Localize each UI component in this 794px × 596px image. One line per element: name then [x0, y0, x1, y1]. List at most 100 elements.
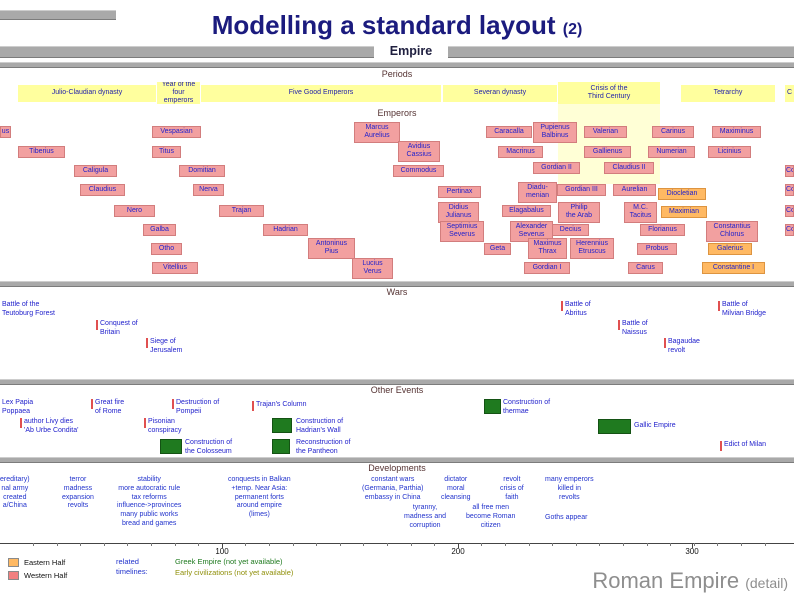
- emperor-box[interactable]: Co: [785, 165, 794, 178]
- emperor-box[interactable]: Otho: [151, 243, 182, 256]
- emperor-box[interactable]: Lucius Verus: [352, 258, 393, 279]
- time-axis: [0, 543, 794, 544]
- emperor-box[interactable]: Macrinus: [498, 146, 543, 159]
- emperor-box[interactable]: Aurelian: [613, 184, 656, 197]
- emperor-box[interactable]: Carus: [628, 262, 663, 275]
- emperor-box[interactable]: Herennius Etruscus: [570, 238, 614, 259]
- emperor-box[interactable]: Diadu-menian: [518, 182, 557, 203]
- event-item[interactable]: Destruction of Pompeii: [172, 398, 219, 416]
- emperor-box[interactable]: Gallienus: [584, 146, 631, 159]
- emperor-box[interactable]: Constantine I: [702, 262, 765, 275]
- emperor-box[interactable]: Antoninus Pius: [308, 238, 355, 259]
- period-box[interactable]: Crisis of the Third Century: [558, 82, 660, 104]
- emperor-box[interactable]: Probus: [637, 243, 677, 256]
- emperor-box[interactable]: Vespasian: [152, 126, 201, 139]
- event-item[interactable]: Gallic Empire: [634, 422, 676, 429]
- emperor-box[interactable]: Gordian III: [557, 184, 606, 197]
- emperor-box[interactable]: Nerva: [193, 184, 224, 197]
- watermark-suffix: (detail): [745, 575, 788, 591]
- emperor-box[interactable]: Geta: [484, 243, 511, 256]
- emperor-box[interactable]: Domitian: [179, 165, 225, 178]
- event-item[interactable]: Construction of thermae: [503, 399, 551, 416]
- war-item[interactable]: Siege of Jerusalem: [146, 337, 182, 355]
- emperor-box[interactable]: Tiberius: [18, 146, 65, 159]
- watermark-text: Roman Empire: [592, 568, 740, 593]
- emperor-box[interactable]: Claudius: [80, 184, 125, 197]
- emperor-box[interactable]: Diocletian: [658, 188, 706, 201]
- emperor-box[interactable]: Claudius II: [604, 162, 654, 175]
- early-civilizations-link[interactable]: Early civilizations (not yet available): [175, 568, 294, 577]
- war-item[interactable]: Battle of Naissus: [618, 319, 648, 337]
- emperor-box[interactable]: Maximus Thrax: [528, 238, 567, 259]
- event-item[interactable]: Construction of the Colosseum: [185, 439, 233, 456]
- war-item[interactable]: Conquest of Britain: [96, 319, 138, 337]
- emperor-box[interactable]: Valerian: [584, 126, 627, 139]
- war-onset-tick-icon: [96, 320, 98, 330]
- emperor-box[interactable]: Elagabalus: [502, 205, 551, 218]
- event-item[interactable]: Construction of Hadrian's Wall: [296, 418, 344, 435]
- emperor-box[interactable]: Caligula: [74, 165, 117, 178]
- emperor-box[interactable]: Vitellius: [152, 262, 198, 275]
- event-item[interactable]: author Livy dies 'Ab Urbe Condita': [20, 417, 78, 435]
- emperor-box[interactable]: Nero: [114, 205, 155, 218]
- period-box[interactable]: Tetrarchy: [681, 85, 775, 102]
- axis-minor-tick: [293, 543, 294, 546]
- axis-minor-tick: [33, 543, 34, 546]
- emperor-box[interactable]: Titus: [152, 146, 181, 159]
- emperor-box[interactable]: Numerian: [648, 146, 695, 159]
- emperor-box[interactable]: Decius: [552, 224, 589, 237]
- war-item[interactable]: Battle of Abritus: [561, 300, 591, 318]
- event-item[interactable]: Reconstruction of the Pantheon: [296, 439, 351, 456]
- emperor-box[interactable]: Gordian I: [524, 262, 570, 275]
- period-box[interactable]: Julio-Claudian dynasty: [18, 85, 156, 102]
- emperor-box[interactable]: M.C. Tacitus: [624, 202, 657, 223]
- emperor-box[interactable]: Pupienus Balbinus: [533, 122, 577, 143]
- development-note: revolt crisis of faith: [500, 476, 524, 501]
- war-item[interactable]: Bagaudae revolt: [664, 337, 700, 355]
- period-box[interactable]: Severan dynasty: [443, 85, 557, 102]
- emperor-box[interactable]: Avidius Cassius: [398, 141, 440, 162]
- period-box[interactable]: Year of the four emperors: [157, 82, 200, 104]
- war-item[interactable]: Battle of the Teutoburg Forest: [2, 301, 55, 318]
- emperor-box[interactable]: Galerius: [708, 243, 752, 256]
- emperor-box[interactable]: Constantius Chlorus: [706, 221, 758, 242]
- emperor-box[interactable]: Trajan: [219, 205, 264, 218]
- emperor-box[interactable]: Carinus: [652, 126, 694, 139]
- emperor-box[interactable]: Marcus Aurelius: [354, 122, 400, 143]
- emperor-box[interactable]: Philip the Arab: [558, 202, 600, 223]
- emperor-box[interactable]: Maximian: [661, 206, 707, 219]
- construction-duration-bar[interactable]: [484, 399, 501, 414]
- emperor-box[interactable]: Pertinax: [438, 186, 481, 199]
- emperor-box[interactable]: Co: [785, 184, 794, 197]
- emperor-box[interactable]: Septimius Severus: [440, 221, 484, 242]
- period-box[interactable]: Five Good Emperors: [201, 85, 441, 102]
- event-item[interactable]: Great fire of Rome: [91, 398, 124, 416]
- development-note: conquests in Balkan +temp. Near Asia: perm…: [228, 476, 291, 518]
- emperor-box[interactable]: Hadrian: [263, 224, 308, 237]
- period-box[interactable]: C: [785, 85, 794, 102]
- emperor-box[interactable]: Gordian II: [533, 162, 580, 175]
- emperor-box[interactable]: us: [0, 126, 11, 139]
- emperor-box[interactable]: Co: [785, 205, 794, 218]
- emperor-box[interactable]: Caracalla: [486, 126, 532, 139]
- construction-duration-bar[interactable]: [598, 419, 631, 434]
- emperor-box[interactable]: Co: [785, 224, 794, 237]
- construction-duration-bar[interactable]: [160, 439, 182, 454]
- western-half-swatch: [8, 571, 19, 580]
- emperor-box[interactable]: Alexander Severus: [510, 221, 553, 242]
- emperor-box[interactable]: Galba: [143, 224, 176, 237]
- emperor-box[interactable]: Maximinus: [712, 126, 761, 139]
- war-item[interactable]: Battle of Milvian Bridge: [718, 300, 766, 318]
- greek-empire-link[interactable]: Greek Empire (not yet available): [175, 557, 283, 566]
- emperor-box[interactable]: Florianus: [640, 224, 685, 237]
- event-item[interactable]: Trajan's Column: [252, 400, 306, 411]
- event-item[interactable]: Lex Papia Poppaea: [2, 399, 34, 416]
- construction-duration-bar[interactable]: [272, 418, 292, 433]
- emperor-box[interactable]: Didius Julianus: [438, 202, 479, 223]
- event-item[interactable]: Pisonian conspiracy: [144, 417, 181, 435]
- event-item[interactable]: Edict of Milan: [720, 440, 766, 451]
- emperor-box[interactable]: Licinius: [708, 146, 751, 159]
- emperor-box[interactable]: Commodus: [393, 165, 444, 178]
- construction-duration-bar[interactable]: [272, 439, 290, 454]
